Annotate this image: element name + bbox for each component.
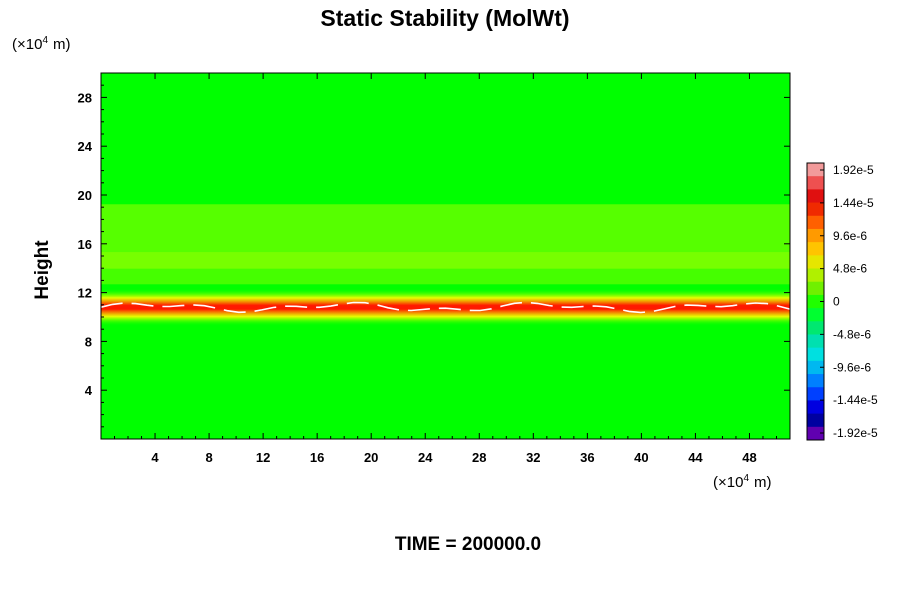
- colorbar-cell: [807, 268, 824, 283]
- colorbar-cell: [807, 400, 824, 415]
- y-tick-label: 16: [78, 237, 92, 252]
- x-tick-label: 24: [418, 450, 433, 465]
- y-axis-label: Height: [32, 240, 53, 300]
- feature-band-0: [101, 288, 790, 327]
- y-tick-label: 4: [85, 383, 93, 398]
- plot-area: [100, 72, 791, 440]
- x-tick-label: 36: [580, 450, 594, 465]
- colorbar-cell: [807, 334, 824, 349]
- plot-frame: [100, 72, 791, 440]
- colorbar-tick-label: -1.92e-5: [833, 426, 878, 440]
- x-tick-label: 8: [205, 450, 212, 465]
- colorbar-cell: [807, 360, 824, 375]
- x-tick-label: 12: [256, 450, 270, 465]
- x-tick-label: 16: [310, 450, 324, 465]
- feature-band-2: [101, 252, 790, 285]
- colorbar-cell: [807, 215, 824, 230]
- colorbar-cell: [807, 281, 824, 296]
- x-tick-label: 20: [364, 450, 378, 465]
- x-tick-label: 40: [634, 450, 648, 465]
- feature-core-0: [100, 301, 791, 314]
- colorbar-tick-label: -1.44e-5: [833, 393, 878, 407]
- colorbar-tick-label: -4.8e-6: [833, 327, 871, 341]
- colorbar: 1.92e-5 1.44e-5 9.6e-6 4.8e-6 0 -4.8e-6 -9.6e-…: [806, 162, 878, 441]
- colorbar-cell: [807, 347, 824, 362]
- colorbar-cell: [807, 321, 824, 335]
- x-scale-label: (×104 m): [713, 473, 772, 491]
- colorbar-cell: [807, 426, 824, 441]
- y-scale-label: (×104 m): [12, 35, 71, 53]
- y-tick-label: 28: [78, 90, 92, 105]
- colorbar-cell: [807, 163, 824, 177]
- y-tick-label: 8: [85, 334, 92, 349]
- y-tick-label: 20: [78, 188, 92, 203]
- colorbar-tick-label: 9.6e-6: [833, 229, 867, 243]
- colorbar-cell: [807, 189, 824, 204]
- colorbar-cell: [807, 228, 824, 243]
- x-tick-label: 28: [472, 450, 486, 465]
- x-tick-label: 48: [742, 450, 756, 465]
- colorbar-cell: [807, 308, 824, 322]
- colorbar-cell: [807, 374, 824, 388]
- colorbar-tick-label: -9.6e-6: [833, 360, 871, 374]
- colorbar-tick-label: 1.44e-5: [833, 196, 874, 210]
- colorbar-cell: [807, 202, 824, 217]
- x-tick-label: 4: [151, 450, 159, 465]
- y-tick-label: 24: [78, 139, 93, 154]
- colorbar-cell: [807, 294, 824, 309]
- x-tick-label: 44: [688, 450, 703, 465]
- colorbar-cell: [807, 413, 824, 428]
- feature-band-1: [101, 204, 790, 269]
- colorbar-cell: [807, 387, 824, 401]
- x-tick-label: 32: [526, 450, 540, 465]
- time-label: TIME = 200000.0: [395, 534, 541, 555]
- chart-title: Static Stability (MolWt): [320, 5, 569, 31]
- colorbar-cell: [807, 242, 824, 256]
- colorbar-cell: [807, 255, 824, 270]
- colorbar-tick-label: 0: [833, 295, 840, 309]
- y-tick-label: 12: [78, 286, 92, 301]
- colorbar-tick-label: 4.8e-6: [833, 262, 867, 276]
- colorbar-cell: [807, 176, 824, 190]
- colorbar-tick-label: 1.92e-5: [833, 163, 874, 177]
